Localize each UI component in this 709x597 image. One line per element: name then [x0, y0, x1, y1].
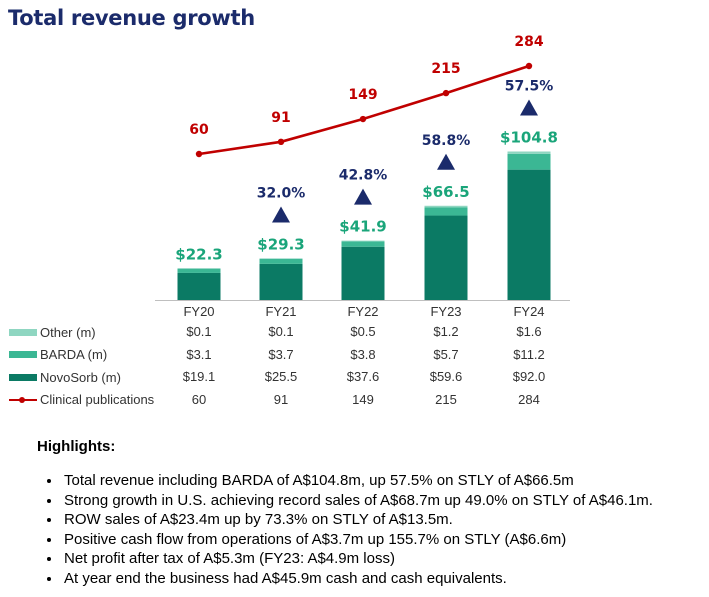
growth-arrow-icon-fy23 [437, 153, 455, 170]
table-cell: 91 [273, 391, 289, 407]
total-label-fy23: $66.5 [422, 183, 469, 201]
growth-arrow-icon-fy24 [520, 99, 538, 116]
highlight-item: Total revenue including BARDA of A$104.8… [62, 471, 653, 491]
growth-label-fy22: 42.8% [339, 168, 388, 184]
table-cell: $1.2 [433, 324, 459, 339]
bar-novosorb-fy23 [424, 215, 468, 300]
x-tick-fy23: FY23 [430, 304, 461, 319]
table-cell: $1.6 [516, 324, 542, 339]
legend-item: NovoSorb (m) [9, 366, 121, 388]
publication-point-fy23 [442, 89, 450, 97]
total-label-fy21: $29.3 [257, 235, 304, 253]
publication-label-fy20: 60 [189, 122, 209, 138]
bar-other-fy23 [424, 205, 468, 208]
publication-label-fy22: 149 [348, 87, 377, 103]
publication-label-fy23: 215 [431, 61, 460, 77]
page-title: Total revenue growth [8, 6, 255, 30]
legend-swatch [9, 328, 37, 336]
table-cell: 215 [435, 391, 457, 407]
bar-barda-fy24 [507, 153, 551, 170]
table-cell: 149 [352, 391, 374, 407]
growth-label-fy23: 58.8% [422, 133, 471, 149]
line-marker-icon [9, 395, 37, 405]
publication-label-fy24: 284 [514, 34, 543, 50]
table-cell: $19.1 [182, 369, 216, 384]
x-tick-fy24: FY24 [513, 304, 544, 319]
table-cell: $0.1 [186, 324, 212, 339]
highlight-item: ROW sales of A$23.4m up by 73.3% on STLY… [62, 510, 653, 530]
x-tick-fy21: FY21 [265, 304, 296, 319]
table-row: Clinical publications 60 91 149 215 284 [0, 389, 709, 411]
table-cell: $59.6 [429, 369, 463, 384]
total-label-fy20: $22.3 [175, 245, 222, 263]
legend-label: Other (m) [40, 324, 96, 340]
legend-item: BARDA (m) [9, 344, 107, 366]
legend-label: NovoSorb (m) [40, 369, 121, 385]
legend-swatch [9, 373, 37, 381]
table-cell: $25.5 [264, 369, 298, 384]
bar-novosorb-fy24 [507, 169, 551, 300]
highlight-item: Net profit after tax of A$5.3m (FY23: A$… [62, 549, 653, 569]
table-cell: 60 [191, 391, 207, 407]
highlight-item: Strong growth in U.S. achieving record s… [62, 491, 653, 511]
table-cell: $0.1 [268, 324, 294, 339]
highlights-list: Total revenue including BARDA of A$104.8… [40, 471, 653, 588]
bar-other-fy24 [507, 151, 551, 154]
table-row: BARDA (m) $3.1 $3.7 $3.8 $5.7 $11.2 [0, 344, 709, 366]
table-cell: $11.2 [513, 346, 545, 362]
legend-swatch [9, 351, 37, 358]
growth-label-fy21: 32.0% [257, 185, 306, 201]
bar-barda-fy22 [341, 241, 385, 247]
publication-point-fy20 [195, 150, 203, 158]
table-cell: $3.7 [268, 346, 294, 362]
x-tick-fy20: FY20 [183, 304, 214, 319]
clinical-publications-line [198, 64, 530, 156]
publication-point-fy22 [359, 115, 367, 123]
highlight-item: Positive cash flow from operations of A$… [62, 530, 653, 550]
table-cell: $3.1 [186, 346, 212, 362]
highlight-item: At year end the business had A$45.9m cas… [62, 569, 653, 589]
bar-barda-fy21 [259, 258, 303, 264]
table-cell: 284 [518, 391, 540, 407]
legend-item: Clinical publications [9, 389, 154, 411]
table-cell: $37.6 [346, 369, 380, 384]
table-cell: $0.5 [350, 324, 376, 339]
legend-label: BARDA (m) [40, 347, 108, 362]
bar-other-fy22 [341, 240, 385, 242]
growth-label-fy24: 57.5% [505, 78, 554, 94]
publication-point-fy24 [525, 62, 533, 70]
table-row: Other (m) $0.1 $0.1 $0.5 $1.2 $1.6 [0, 321, 709, 343]
growth-arrow-icon-fy22 [354, 188, 372, 205]
publication-point-fy21 [277, 138, 285, 146]
highlights-heading: Highlights: [37, 438, 116, 455]
legend-label: Clinical publications [40, 392, 155, 407]
bar-barda-fy23 [424, 207, 468, 216]
legend-item: Other (m) [9, 321, 96, 343]
x-tick-fy22: FY22 [347, 304, 378, 319]
total-label-fy22: $41.9 [339, 218, 386, 236]
growth-arrow-icon-fy21 [272, 206, 290, 223]
table-cell: $3.8 [350, 346, 376, 362]
table-row: NovoSorb (m) $19.1 $25.5 $37.6 $59.6 $92.0 [0, 366, 709, 388]
revenue-chart: $22.3 FY20 $29.3 32.0% FY21 $41.9 42.8% FY22 $66… [155, 34, 570, 319]
total-label-fy24: $104.8 [500, 128, 558, 146]
bar-novosorb-fy21 [259, 263, 303, 300]
bar-novosorb-fy22 [341, 246, 385, 300]
table-cell: $5.7 [433, 346, 459, 362]
table-cell: $92.0 [512, 369, 546, 384]
publication-label-fy21: 91 [271, 110, 290, 126]
bar-barda-fy20 [177, 268, 221, 273]
bar-novosorb-fy20 [177, 272, 221, 300]
